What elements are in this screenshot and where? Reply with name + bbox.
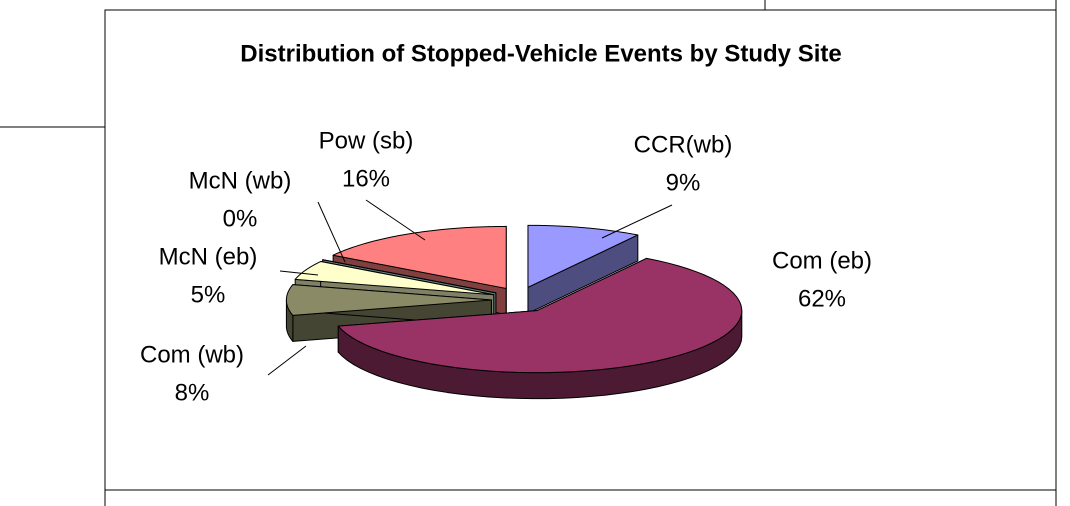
slice-value-label: 5% [191,281,226,308]
slice [527,224,639,288]
slice-value-label: 62% [798,285,846,312]
slice-label: McN (wb) [189,167,292,194]
leader-line [601,204,673,239]
slice-value-label: 8% [175,379,210,406]
slice-value-label: 16% [342,165,390,192]
slice [332,225,507,289]
slice [337,257,743,374]
chart-title: Distribution of Stopped-Vehicle Events b… [240,40,841,67]
slice-label: Pow (sb) [319,127,414,154]
slice-label: Com (eb) [772,247,872,274]
leader-line [267,345,307,376]
slice-value-label: 9% [666,169,701,196]
leader-line [317,201,346,263]
slice-label: CCR(wb) [634,131,733,158]
slice [285,284,492,316]
leader-line [365,199,426,241]
slice-value-label: 0% [223,205,258,232]
slice-label: Com (wb) [140,341,244,368]
slice-label: McN (eb) [159,243,258,270]
slice [322,259,497,294]
leader-line [279,270,319,276]
slice [294,261,495,296]
pie [285,224,743,400]
labels: CCR(wb) 9% Com (eb) 62% Com (wb) 8% McN (eb) 5%… [140,127,872,406]
